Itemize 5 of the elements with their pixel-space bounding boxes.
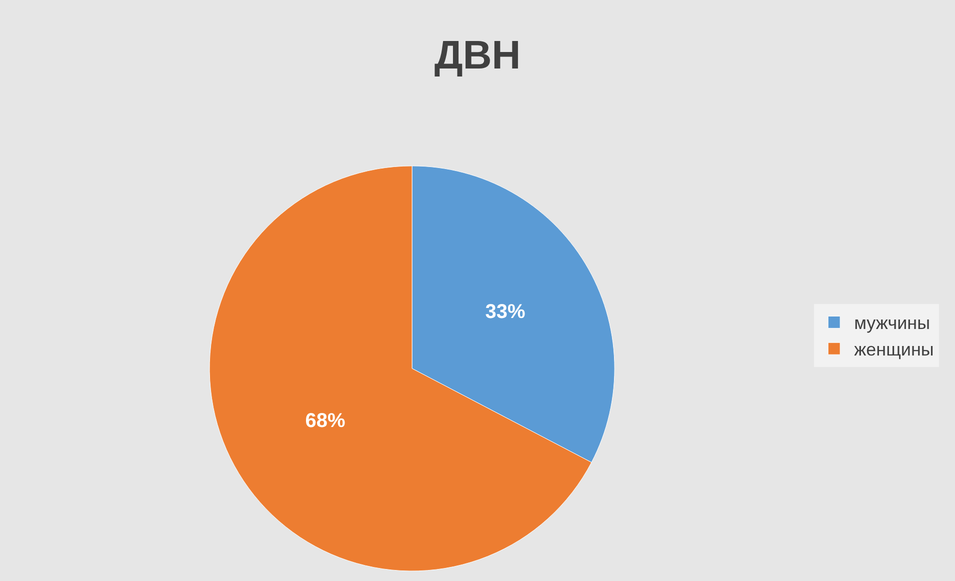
data-label: 68% [305, 410, 346, 432]
legend-label: женщины [854, 340, 934, 360]
chart-title: ДВН [434, 34, 521, 78]
legend-label: мужчины [854, 313, 930, 334]
data-label: 33% [485, 300, 526, 323]
